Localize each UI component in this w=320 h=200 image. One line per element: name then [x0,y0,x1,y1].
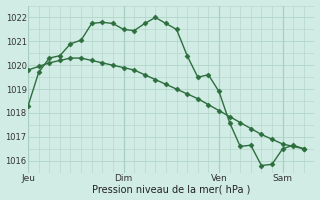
X-axis label: Pression niveau de la mer( hPa ): Pression niveau de la mer( hPa ) [92,184,251,194]
